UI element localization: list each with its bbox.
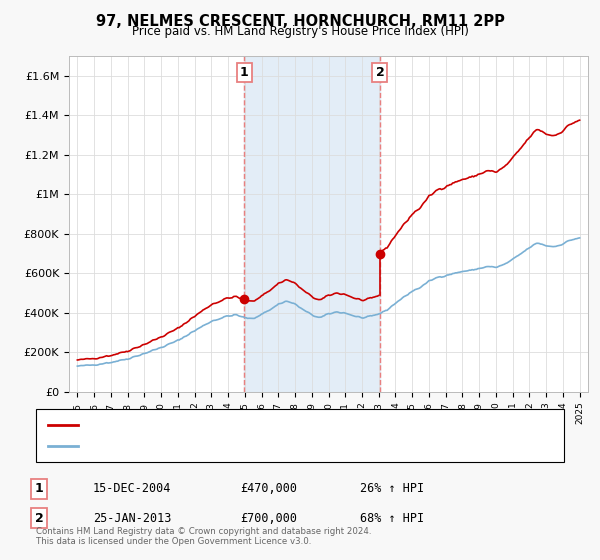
Text: 97, NELMES CRESCENT, HORNCHURCH, RM11 2PP: 97, NELMES CRESCENT, HORNCHURCH, RM11 2P… xyxy=(95,14,505,29)
Text: 1: 1 xyxy=(240,66,248,79)
Text: £470,000: £470,000 xyxy=(240,482,297,496)
Text: 1: 1 xyxy=(35,482,43,496)
Text: 2: 2 xyxy=(376,66,384,79)
Text: 2: 2 xyxy=(35,511,43,525)
Text: Price paid vs. HM Land Registry's House Price Index (HPI): Price paid vs. HM Land Registry's House … xyxy=(131,25,469,38)
Bar xyxy=(244,56,380,392)
Text: 68% ↑ HPI: 68% ↑ HPI xyxy=(360,511,424,525)
Text: 15-DEC-2004: 15-DEC-2004 xyxy=(93,482,172,496)
Text: £700,000: £700,000 xyxy=(240,511,297,525)
Text: Contains HM Land Registry data © Crown copyright and database right 2024.
This d: Contains HM Land Registry data © Crown c… xyxy=(36,526,371,546)
Text: HPI: Average price, detached house, Havering: HPI: Average price, detached house, Have… xyxy=(84,441,324,451)
Text: 25-JAN-2013: 25-JAN-2013 xyxy=(93,511,172,525)
Text: 26% ↑ HPI: 26% ↑ HPI xyxy=(360,482,424,496)
Text: 97, NELMES CRESCENT, HORNCHURCH, RM11 2PP (detached house): 97, NELMES CRESCENT, HORNCHURCH, RM11 2P… xyxy=(84,420,440,430)
